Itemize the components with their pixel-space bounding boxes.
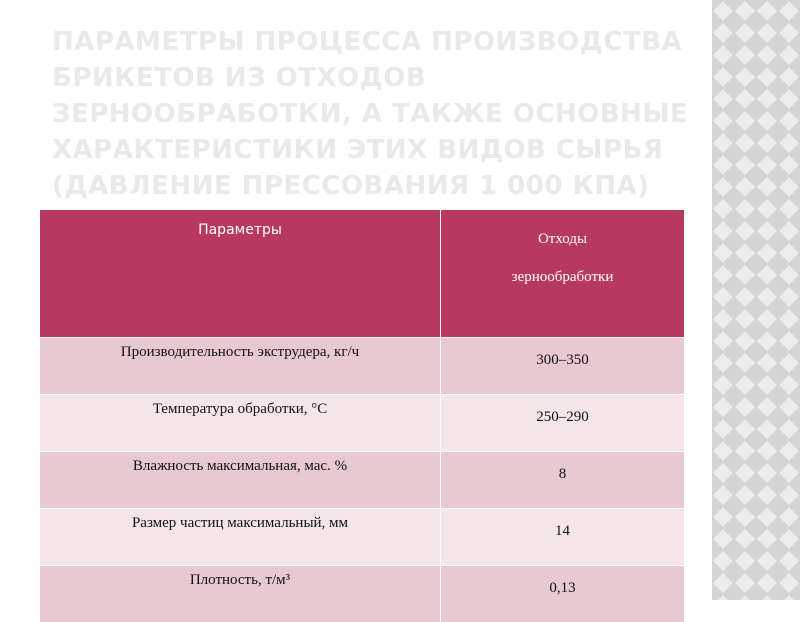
header-line: Отходы: [441, 220, 684, 258]
title-line: (ДАВЛЕНИЕ ПРЕССОВАНИЯ 1 000 КПА): [52, 168, 692, 204]
header-line: зернообработки: [441, 258, 684, 296]
table-cell: 8: [441, 452, 685, 509]
title-line: БРИКЕТОВ ИЗ ОТХОДОВ: [52, 60, 692, 96]
table-cell: Плотность, т/м³: [40, 566, 441, 622]
table-cell: Производительность экструдера, кг/ч: [40, 338, 441, 395]
header-cell: Параметры: [40, 210, 441, 338]
title-line: ПАРАМЕТРЫ ПРОЦЕССА ПРОИЗВОДСТВА: [52, 24, 692, 60]
table-cell: Размер частиц максимальный, мм: [40, 509, 441, 566]
table-cell: 0,13: [441, 566, 685, 622]
title-line: ЗЕРНООБРАБОТКИ, А ТАКЖЕ ОСНОВНЫЕ: [52, 96, 692, 132]
table-cell: Температура обработки, °С: [40, 395, 441, 452]
table-row: Влажность максимальная, мас. %8: [40, 452, 684, 509]
decor-strip: [712, 0, 800, 600]
table-cell: 14: [441, 509, 685, 566]
table-cell: 300–350: [441, 338, 685, 395]
table-cell: 250–290: [441, 395, 685, 452]
title-line: ХАРАКТЕРИСТИКИ ЭТИХ ВИДОВ СЫРЬЯ: [52, 132, 692, 168]
table-cell: Влажность максимальная, мас. %: [40, 452, 441, 509]
